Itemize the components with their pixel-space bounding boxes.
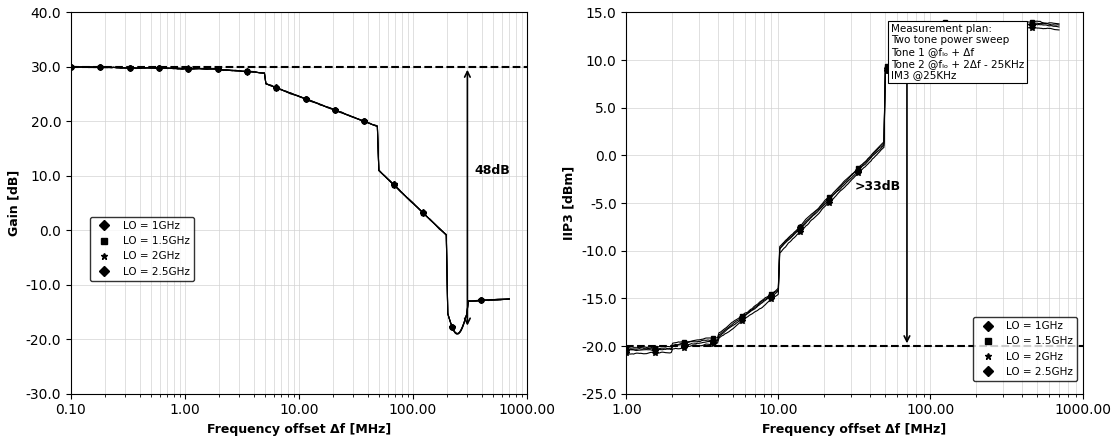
- Legend: LO = 1GHz, LO = 1.5GHz, LO = 2GHz, LO = 2.5GHz: LO = 1GHz, LO = 1.5GHz, LO = 2GHz, LO = …: [89, 217, 195, 281]
- X-axis label: Frequency offset Δf [MHz]: Frequency offset Δf [MHz]: [207, 423, 391, 436]
- Text: Measurement plan:
Two tone power sweep
Tone 1 @fₗₒ + Δf
Tone 2 @fₗₒ + 2Δf - 25KH: Measurement plan: Two tone power sweep T…: [891, 24, 1024, 80]
- Legend: LO = 1GHz, LO = 1.5GHz, LO = 2GHz, LO = 2.5GHz: LO = 1GHz, LO = 1.5GHz, LO = 2GHz, LO = …: [973, 317, 1078, 381]
- Y-axis label: IIP3 [dBm]: IIP3 [dBm]: [562, 166, 576, 240]
- Text: >33dB: >33dB: [854, 180, 900, 193]
- X-axis label: Frequency offset Δf [MHz]: Frequency offset Δf [MHz]: [762, 423, 947, 436]
- Y-axis label: Gain [dB]: Gain [dB]: [7, 170, 20, 236]
- Text: 48dB: 48dB: [474, 164, 510, 177]
